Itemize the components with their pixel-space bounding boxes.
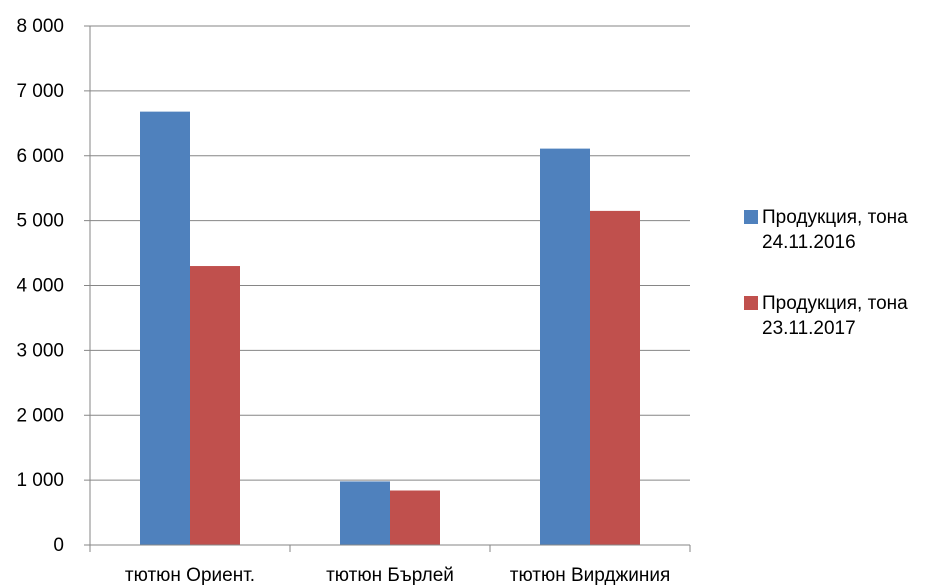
y-tick-label: 7 000 <box>16 81 64 102</box>
bar-series-2-2 <box>390 490 440 545</box>
y-tick-label: 1 000 <box>16 470 64 491</box>
legend-swatch-series-2 <box>744 296 758 310</box>
axes <box>89 26 691 552</box>
y-tick-label: 5 000 <box>16 211 64 232</box>
bars <box>140 111 640 546</box>
x-category-label: тютюн Ориент. <box>125 565 255 586</box>
y-tick-label: 2 000 <box>16 405 64 426</box>
legend-label-series-2-line2: 23.11.2017 <box>762 318 856 339</box>
legend-label-series-2-line1: Продукция, тона <box>762 293 908 314</box>
bar-series-1-3 <box>540 148 590 545</box>
bar-series-2-1 <box>190 266 240 545</box>
legend-item-series-2: Продукция, тона 23.11.2017 <box>744 291 934 341</box>
bar-series-1-1 <box>140 111 190 545</box>
y-tick-label: 4 000 <box>16 276 64 297</box>
y-axis-tick-labels: 0 1 000 2 000 3 000 4 000 5 000 6 000 7 000 8 00… <box>16 16 64 556</box>
legend-swatch-series-1 <box>744 210 758 224</box>
y-tick-label: 8 000 <box>16 16 64 37</box>
legend-label-series-1-line1: Продукция, тона <box>762 207 908 228</box>
bar-series-1-2 <box>340 481 390 545</box>
x-axis-category-labels: тютюн Ориент. тютюн Бърлей тютюн Вирджиния <box>125 565 670 586</box>
x-category-label: тютюн Бърлей <box>326 565 454 586</box>
legend-item-series-1: Продукция, тона 24.11.2016 <box>744 205 934 255</box>
legend: Продукция, тона 24.11.2016 Продукция, то… <box>744 205 934 377</box>
y-tick-label: 0 <box>53 535 64 556</box>
y-tick-label: 3 000 <box>16 340 64 361</box>
y-tick-label: 6 000 <box>16 146 64 167</box>
bar-series-2-3 <box>590 210 640 546</box>
legend-label-series-1-line2: 24.11.2016 <box>762 232 856 253</box>
x-category-label: тютюн Вирджиния <box>510 565 670 586</box>
